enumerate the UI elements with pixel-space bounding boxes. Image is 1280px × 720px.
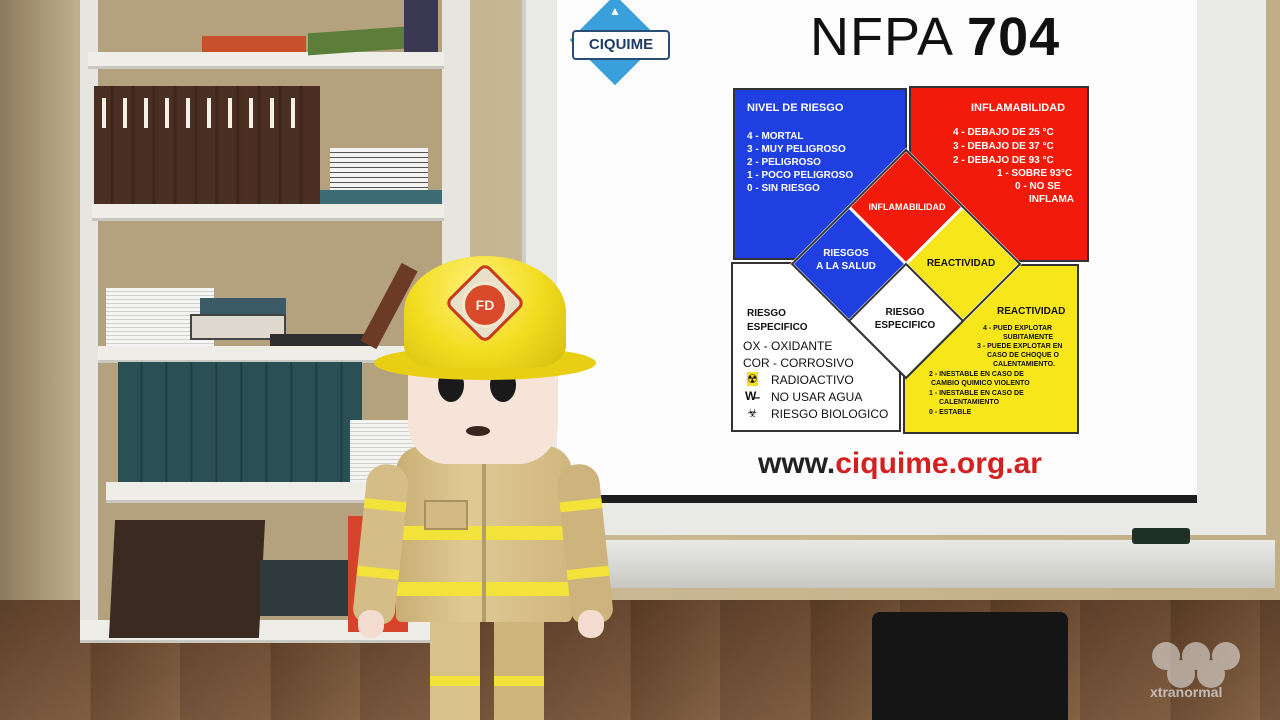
mouth [466,426,490,436]
red-panel-line: 3 - DEBAJO DE 37 °C [953,141,1054,152]
radioactive-icon: ☢ [747,372,758,386]
helmet-badge: FD [462,282,508,328]
diamond-red-label: INFLAMABILIDAD [868,202,946,212]
binders-brown [94,86,320,204]
nfpa-diamond [789,147,1023,380]
yellow-panel-line: 1 - INESTABLE EN CASO DE [929,390,1024,397]
plate-stack [330,148,428,190]
left-leg [430,610,480,720]
yellow-panel-line: 4 - PUED EXPLOTAR [983,325,1053,332]
red-panel-line: 4 - DEBAJO DE 25 °C [953,127,1054,138]
diamond-white-label: ESPECIFICO [874,320,936,331]
shelf-3 [98,346,444,363]
helmet: FD [404,256,566,368]
red-panel-line: INFLAMA [1029,194,1074,205]
blue-panel-line: 2 - PELIGROSO [747,157,821,168]
no-water-icon: W̶ [745,389,757,403]
storage-box [108,520,266,638]
white-panel-line: NO USAR AGUA [771,390,863,404]
uniform-jacket [396,446,572,622]
book-bottom-dark [260,560,350,616]
biohazard-icon: ☣ [747,406,758,420]
blue-panel-line: 0 - SIN RIESGO [747,183,820,194]
white-panel-line: RIESGO BIOLOGICO [771,407,889,421]
right-hand [578,610,604,638]
whiteboard-tray [555,540,1275,588]
white-panel-line: COR - CORROSIVO [743,356,854,370]
blue-panel-line: 4 - MORTAL [747,131,804,142]
yellow-panel-line: CASO DE CHOQUE O [987,352,1059,359]
yellow-panel-line: 2 - INESTABLE EN CASO DE [929,371,1024,378]
shelf-2 [92,204,444,221]
bookcase-left-side [80,0,98,640]
flame-icon: ▲ [609,4,621,18]
binders-teal [118,362,362,482]
yellow-panel-line: CALENTAMIENTO. [993,361,1055,368]
blue-panel-title: NIVEL DE RIESGO [747,102,844,114]
board-title: NFPA 704 [810,7,1061,67]
firefighter-character: FD [344,250,615,720]
book-blue-flat [200,298,286,314]
white-panel-title: ESPECIFICO [747,322,808,333]
shelf-4 [106,482,444,503]
watermark-text: xtranormal [1150,684,1223,700]
diamond-yellow-label: REACTIVIDAD [926,258,996,269]
white-panel-title: RIESGO [747,308,786,319]
yellow-panel-line: CAMBIO QUIMICO VIOLENTO [931,380,1030,387]
yellow-panel-line: CALENTAMIENTO [939,399,1000,406]
yellow-panel-line: 3 - PUEDE EXPLOTAR EN [977,343,1063,350]
red-panel-title: INFLAMABILIDAD [971,102,1066,114]
left-hand [358,610,384,638]
yellow-panel-line: SUBITAMENTE [1003,334,1054,341]
eraser [1132,528,1190,544]
blue-panel: NIVEL DE RIESGO 4 - MORTAL 3 - MUY PELIG… [733,88,907,260]
shelf-1 [88,52,444,69]
diamond-blue-label: RIESGOS [823,248,869,259]
book-dark [404,0,438,52]
blue-panel-line: 1 - POCO PELIGROSO [747,170,854,181]
red-panel-line: 0 - NO SE [1015,181,1061,192]
blue-panel-line: 3 - MUY PELIGROSO [747,144,846,155]
diamond-blue-label: A LA SALUD [816,261,876,272]
chair-back [872,612,1068,720]
red-panel-line: 2 - DEBAJO DE 93 °C [953,155,1054,166]
book-black-flat [270,334,374,346]
yellow-panel-line: 0 - ESTABLE [929,409,972,416]
ciquime-logo: CIQUIME [572,30,670,60]
yellow-panel-title: REACTIVIDAD [997,306,1066,317]
red-panel-line: 1 - SOBRE 93°C [997,168,1073,179]
right-leg [494,610,544,720]
white-panel-line: OX - OXIDANTE [743,339,833,353]
diamond-white-label: RIESGO [885,307,925,318]
board-url: www.ciquime.org.ar [758,447,1042,480]
white-panel-line: RADIOACTIVO [771,373,854,387]
book-teal-flat [320,190,442,204]
xtranormal-logo [1152,642,1240,688]
book-orange [202,36,306,52]
